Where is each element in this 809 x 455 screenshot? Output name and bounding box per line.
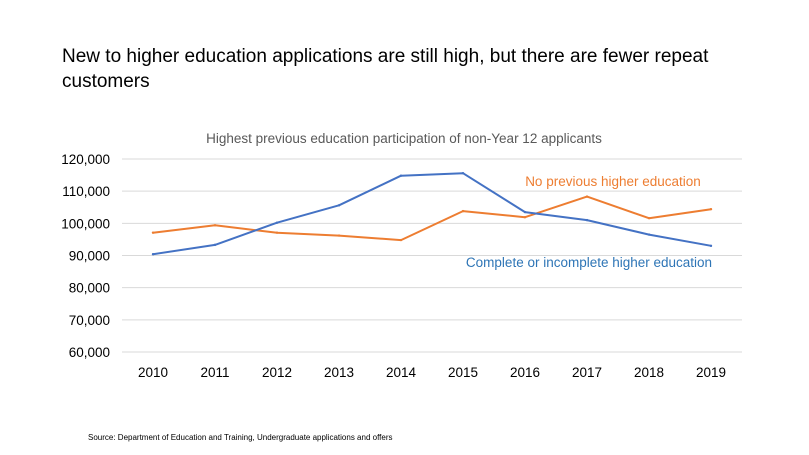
y-tick-label: 120,000 [61,152,110,167]
chart-title: Highest previous education participation… [206,131,602,146]
data-point [275,231,279,234]
x-tick-label: 2016 [510,365,540,380]
series-label-0: No previous higher education [525,174,701,189]
series-label-1: Complete or incomplete higher education [466,255,712,270]
x-tick-label: 2010 [138,365,168,380]
data-point [399,174,403,177]
data-point [399,238,403,242]
data-point [523,210,527,214]
data-point [523,216,527,219]
data-point [151,253,155,256]
data-point [213,224,217,227]
data-point [647,216,651,220]
x-tick-label: 2013 [324,365,354,380]
y-tick-label: 80,000 [69,281,110,296]
y-tick-label: 60,000 [69,345,110,360]
data-point [585,195,589,198]
series-line-0 [152,195,712,242]
data-point [337,204,341,207]
data-point [151,231,155,234]
data-point [585,218,589,222]
y-tick-label: 110,000 [62,184,110,199]
y-tick-label: 90,000 [69,249,110,264]
gridlines [122,158,742,353]
data-point [709,207,713,211]
y-tick-label: 100,000 [61,216,110,231]
series-line-1 [152,172,712,256]
x-tick-label: 2017 [572,365,602,380]
x-tick-label: 2014 [386,365,417,380]
page-headline: New to higher education applications are… [62,46,709,92]
data-point [709,244,713,248]
y-axis-ticks: 60,000 70,000 80,000 90,000 100,000 110,000 12… [61,152,110,360]
line-chart: Highest previous education participation… [61,131,742,380]
data-point [275,221,279,224]
x-tick-label: 2019 [696,365,726,380]
x-tick-label: 2018 [634,365,664,380]
series-lines [151,171,713,256]
data-point [647,233,651,236]
y-tick-label: 70,000 [69,313,110,328]
data-point [213,243,217,247]
data-point [461,209,465,213]
x-tick-label: 2012 [262,365,292,380]
source-note: Source: Department of Education and Trai… [88,433,393,442]
x-axis-ticks: 2010 2011 2012 2013 2014 2015 2016 2017 2018 2019 [138,365,726,380]
series-labels: No previous higher education Complete or … [466,174,712,270]
x-tick-label: 2011 [200,365,229,380]
x-tick-label: 2015 [448,365,478,380]
data-point [461,171,465,175]
data-point [337,234,341,237]
